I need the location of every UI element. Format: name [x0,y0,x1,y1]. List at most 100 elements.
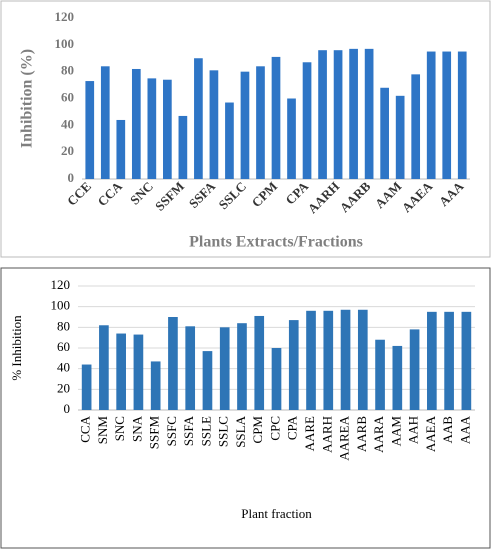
bar [256,66,265,179]
bar [349,48,358,179]
bar [225,102,234,179]
bar [219,327,230,410]
x-tick-label: SSLA [233,415,248,447]
y-tick-label: 100 [55,36,75,51]
y-tick-label: 0 [68,170,75,185]
bar [457,51,467,179]
y-tick-label: 80 [57,318,70,333]
bar [340,309,351,410]
x-tick-label: AAA [457,415,472,444]
x-tick-label: SSLE [198,416,213,446]
x-tick-label: AAH [406,416,421,444]
y-tick-label: 80 [61,63,74,78]
bar [133,334,144,410]
x-tick-label: CPM [249,179,281,211]
x-tick-label: CPC [267,416,282,441]
bar [150,361,161,410]
x-tick-label: AAREA [337,415,352,460]
bar [194,58,203,179]
bar [380,87,389,179]
bar [99,325,109,410]
y-tick-label: 20 [57,380,70,395]
y-tick-label: 100 [51,298,71,313]
y-tick-label: 120 [51,277,71,292]
x-axis-title: Plants Extracts/Fractions [189,234,363,251]
y-tick-label: 40 [61,116,74,131]
x-tick-label: SNC [112,416,127,441]
bar [323,310,334,410]
x-tick-label: SSFC [164,416,179,446]
x-tick-label: CCA [78,415,93,442]
bar [254,315,265,410]
bar [409,329,420,410]
bar [287,98,296,179]
x-tick-label: SSFM [147,416,162,450]
bar [81,364,92,410]
bar [85,81,95,179]
panel-border [0,0,491,258]
bar [209,70,219,179]
x-tick-label: AARE [302,416,317,451]
bar [271,348,282,410]
bar [100,66,110,179]
bar [116,333,126,410]
x-tick-label: AARH [305,179,343,217]
bar [202,351,213,410]
y-tick-label: 60 [57,339,70,354]
bar [364,48,374,179]
x-tick-label: AAM [388,416,403,447]
bar [395,95,405,179]
x-tick-label: SSFA [181,415,196,446]
bar [288,320,299,410]
x-tick-label: AARH [319,416,334,453]
x-tick-label: AAEA [423,415,438,452]
bar [168,317,178,410]
x-tick-label: SNA [129,415,144,442]
bar [306,310,316,410]
x-tick-label: AARB [354,416,369,452]
bar [375,339,385,410]
bar [302,62,312,179]
bar [271,56,281,179]
bar [147,78,157,179]
x-tick-label: CPM [250,416,265,444]
x-tick-label: SSLC [216,416,231,447]
x-tick-label: AAA [436,178,467,209]
y-tick-label: 60 [61,89,74,104]
x-tick-label: SNM [95,416,110,445]
bar [442,51,452,179]
y-tick-label: 120 [55,9,75,24]
bar [240,71,250,179]
bar [163,79,172,179]
bar [427,311,437,410]
x-axis-title: Plant fraction [241,506,312,521]
bar [333,50,343,180]
y-tick-label: 40 [57,360,70,375]
x-tick-label: AARA [371,415,386,452]
y-axis-title: % Inhibition [9,315,24,381]
panel-border [0,267,491,549]
bar [392,345,403,410]
bar [357,309,368,410]
bar [318,50,327,180]
bar [444,311,454,410]
bar [237,323,247,410]
y-tick-label: 0 [64,401,71,416]
bar [178,115,188,179]
bar [426,51,436,179]
bar [461,311,472,410]
x-tick-label: SSFM [152,179,187,214]
x-tick-label: SSFA [186,178,219,211]
x-tick-label: AAEA [399,178,436,215]
y-axis-title: Inhibition (%) [19,49,36,148]
bar [116,119,126,179]
x-tick-label: CPA [285,415,300,440]
bar [185,326,196,410]
y-tick-label: 20 [61,143,74,158]
bar [411,74,421,179]
x-tick-label: SSLC [216,179,250,213]
x-tick-label: CCA [95,178,126,209]
x-tick-label: AARB [337,178,374,215]
x-tick-label: AAB [440,416,455,444]
